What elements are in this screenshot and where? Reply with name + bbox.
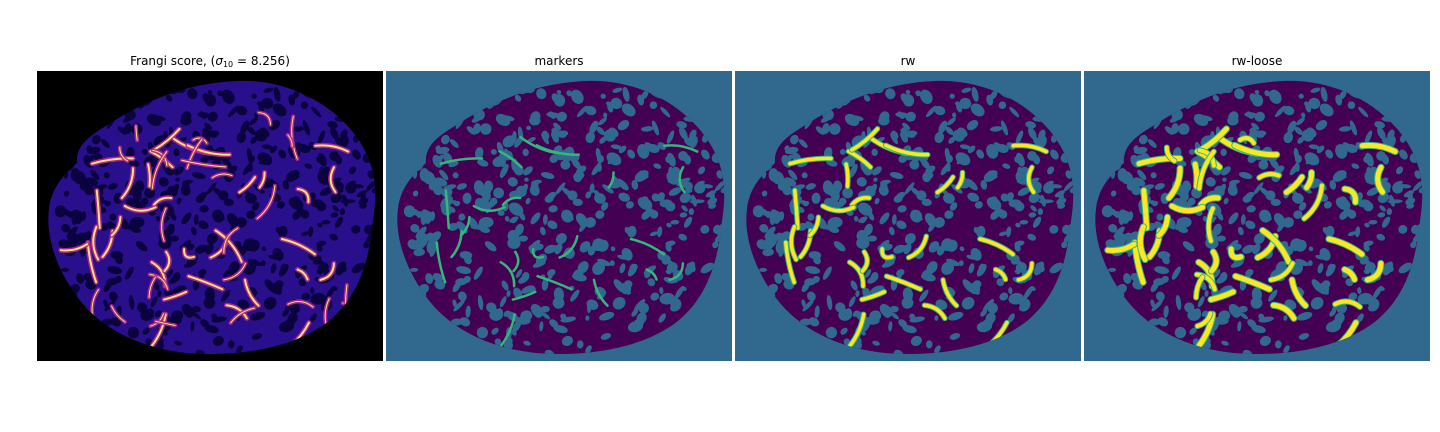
frangi-title-prefix: Frangi score, ( (130, 54, 216, 68)
frangi-panel-title: Frangi score, (σ10 = 8.256) (37, 53, 383, 73)
rw-image (735, 71, 1081, 361)
rw-loose-panel-title: rw-loose (1231, 54, 1283, 68)
frangi-title-subscript: 10 (222, 60, 234, 69)
frangi-score-image (37, 71, 383, 361)
markers-image (386, 71, 732, 361)
vessel-segments (435, 135, 699, 347)
rw-panel-title: rw (900, 54, 916, 68)
frangi-score-canvas (37, 71, 383, 361)
markers-canvas (386, 71, 732, 361)
vessel-segments (1104, 125, 1399, 350)
vessel-segments (783, 126, 1049, 349)
rw-loose-image (1084, 71, 1430, 361)
rw-loose-canvas (1084, 71, 1430, 361)
markers-panel-title: markers (534, 54, 584, 68)
frangi-title-suffix: = 8.256) (233, 54, 290, 68)
frangi-title-sigma: σ (215, 54, 223, 68)
rw-canvas (735, 71, 1081, 361)
vessel-segments (58, 110, 361, 349)
tissue-texture (751, 80, 1074, 354)
